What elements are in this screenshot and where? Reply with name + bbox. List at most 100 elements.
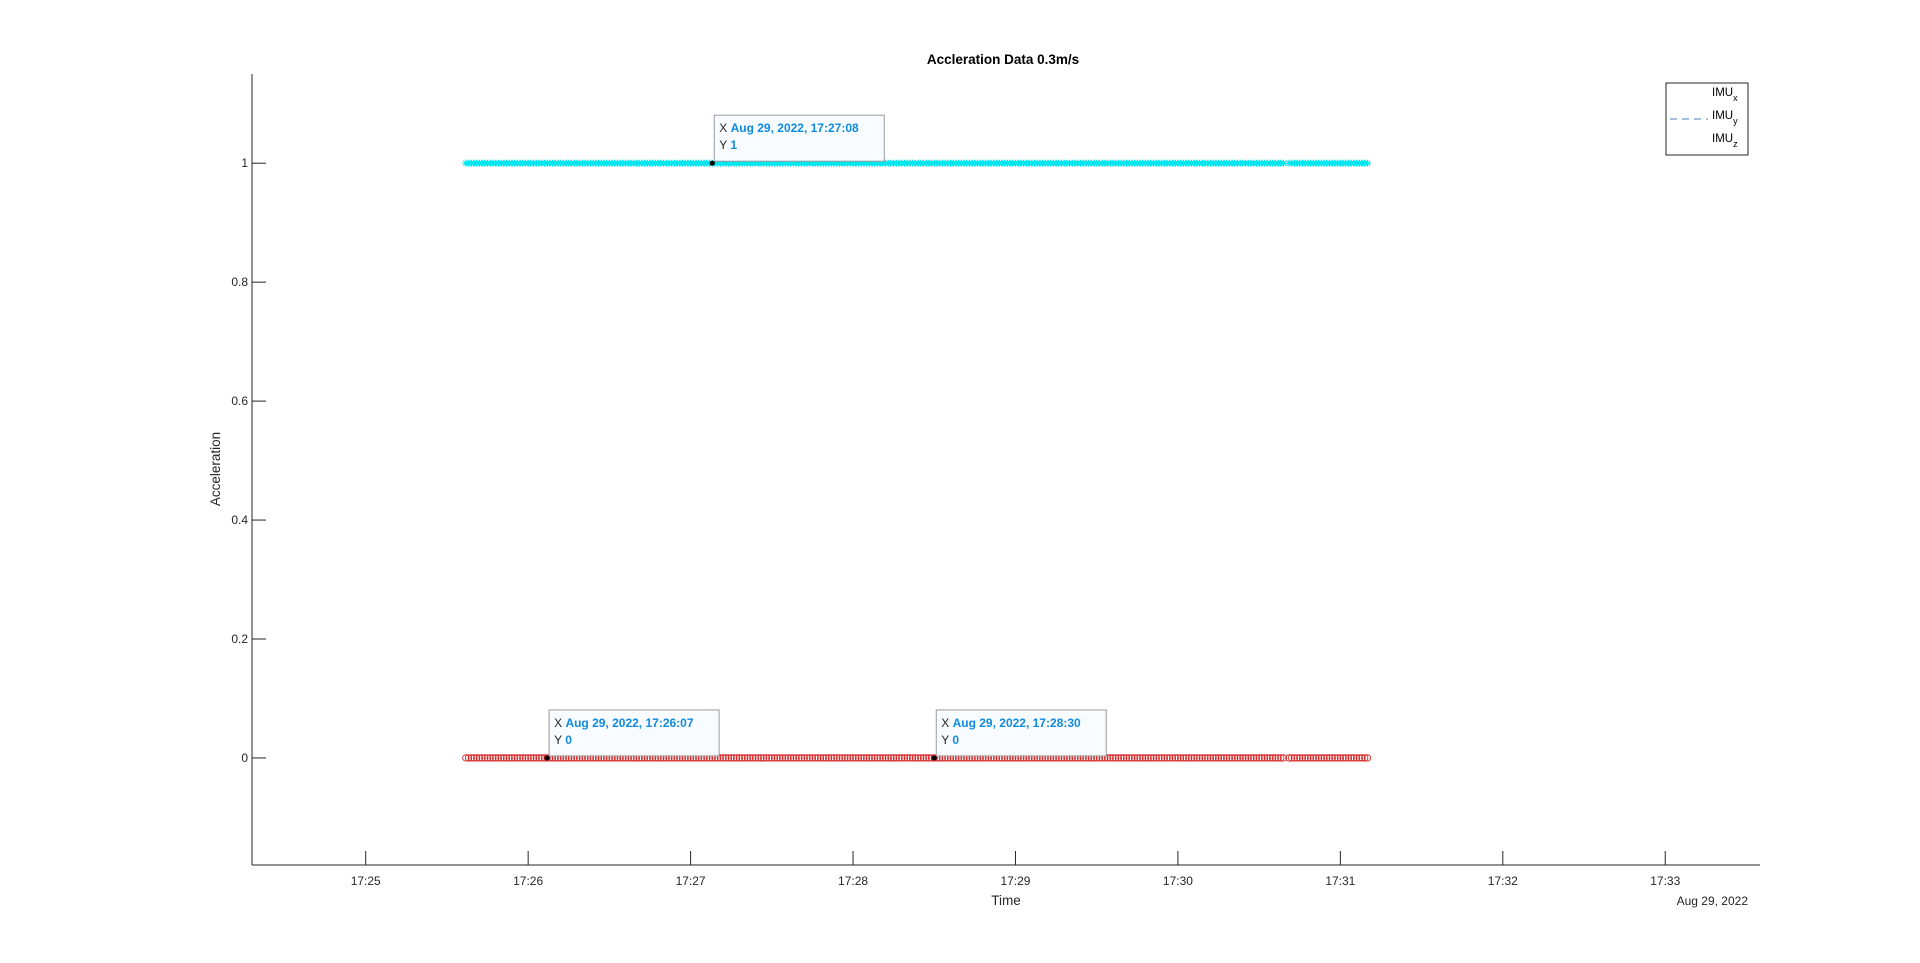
- data-point-imu-x: [1306, 754, 1315, 762]
- data-point-imu-x: [751, 754, 760, 762]
- data-point-imu-x: [871, 754, 879, 762]
- data-point-imu-x: [1336, 754, 1345, 762]
- data-point-imu-x: [738, 754, 746, 762]
- data-point-imu-x: [1293, 754, 1301, 762]
- data-point-imu-x: [1331, 754, 1339, 762]
- data-point-imu-x: [1350, 754, 1358, 762]
- data-point-imu-x: [900, 754, 909, 762]
- data-point-imu-x: [1149, 754, 1158, 762]
- datatip-marker: [931, 755, 937, 761]
- data-point-imu-x: [762, 754, 771, 762]
- legend-label-subscript: x: [1733, 93, 1738, 103]
- data-point-imu-x: [1317, 754, 1326, 762]
- data-point-imu-x: [792, 754, 800, 762]
- data-point-imu-x: [803, 754, 811, 762]
- data-point-imu-x: [1214, 754, 1223, 762]
- datatip-box: [548, 709, 720, 757]
- data-point-imu-x: [524, 754, 532, 762]
- data-point-imu-x: [1122, 754, 1131, 762]
- data-point-imu-x: [843, 754, 852, 762]
- data-point-imu-x: [1128, 754, 1136, 762]
- x-tick-label: 17:33: [1650, 874, 1680, 888]
- data-point-imu-x: [919, 754, 928, 762]
- datatip-x-label: X: [719, 121, 730, 135]
- data-point-imu-x: [724, 754, 733, 762]
- data-point-imu-x: [865, 754, 873, 762]
- legend-label-subscript: z: [1733, 139, 1738, 149]
- data-point-imu-x: [835, 754, 844, 762]
- data-point-imu-x: [1320, 754, 1328, 762]
- data-point-imu-x: [1155, 754, 1163, 762]
- legend-item-imu-z[interactable]: IMUz: [1712, 133, 1738, 149]
- data-point-imu-x: [486, 754, 494, 762]
- data-point-imu-x: [833, 754, 841, 762]
- x-axis-label: Time: [991, 893, 1021, 908]
- data-point-imu-x: [1277, 754, 1285, 762]
- data-point-imu-x: [732, 754, 741, 762]
- datatip[interactable]: X Aug 29, 2022, 17:28:30Y 0: [931, 709, 1107, 761]
- data-point-imu-x: [876, 754, 884, 762]
- data-point-imu-x: [773, 754, 781, 762]
- data-point-imu-x: [800, 754, 808, 762]
- data-point-imu-x: [464, 754, 473, 762]
- data-point-imu-x: [1158, 754, 1166, 762]
- data-point-imu-x: [1195, 754, 1204, 762]
- data-point-imu-x: [854, 754, 863, 762]
- data-point-imu-x: [1109, 754, 1117, 762]
- data-point-imu-x: [1147, 754, 1155, 762]
- data-point-imu-x: [811, 754, 819, 762]
- data-point-imu-x: [873, 754, 882, 762]
- legend-item-imu-y[interactable]: IMUy: [1670, 110, 1738, 126]
- data-point-imu-x: [492, 754, 500, 762]
- data-point-imu-x: [852, 754, 860, 762]
- data-point-imu-x: [1263, 754, 1271, 762]
- data-point-imu-x: [860, 754, 868, 762]
- y-tick-label: 0.8: [231, 275, 248, 289]
- datatip[interactable]: X Aug 29, 2022, 17:26:07Y 0: [544, 709, 720, 761]
- data-point-imu-x: [1290, 754, 1298, 762]
- data-point-imu-x: [519, 754, 527, 762]
- data-point-imu-x: [1201, 754, 1209, 762]
- datatip[interactable]: X Aug 29, 2022, 17:27:08Y 1: [709, 114, 885, 166]
- y-tick-label: 0.4: [231, 513, 248, 527]
- datatip-x-value: Aug 29, 2022, 17:27:08: [731, 121, 859, 135]
- legend-label: IMUy: [1712, 110, 1738, 126]
- data-point-imu-x: [849, 754, 857, 762]
- data-point-imu-x: [1193, 754, 1201, 762]
- data-point-imu-x: [1182, 754, 1190, 762]
- x-tick-label: 17:25: [351, 874, 381, 888]
- data-point-imu-x: [1125, 754, 1133, 762]
- legend-label: IMUx: [1712, 87, 1738, 103]
- data-point-imu-x: [806, 754, 814, 762]
- data-point-imu-x: [1241, 754, 1250, 762]
- datatip-y-label: Y: [719, 138, 730, 152]
- data-point-imu-z: [1363, 159, 1372, 167]
- data-point-imu-x: [1260, 754, 1269, 762]
- legend[interactable]: IMUx IMUy IMUz: [1665, 82, 1749, 156]
- legend-item-imu-x[interactable]: IMUx: [1712, 87, 1738, 103]
- data-point-imu-x: [1185, 754, 1193, 762]
- datatip-box: [713, 114, 885, 162]
- data-point-imu-x: [895, 754, 903, 762]
- data-point-imu-x: [757, 754, 765, 762]
- data-point-imu-x: [819, 754, 827, 762]
- data-point-imu-x: [1269, 754, 1277, 762]
- data-point-imu-x: [808, 754, 817, 762]
- data-point-imu-x: [1287, 754, 1296, 762]
- data-point-imu-x: [719, 754, 727, 762]
- data-point-imu-x: [889, 754, 898, 762]
- data-point-imu-x: [868, 754, 876, 762]
- data-point-imu-z: [1279, 159, 1288, 167]
- data-point-imu-x: [1139, 754, 1147, 762]
- data-point-imu-x: [797, 754, 806, 762]
- datatip-box: [935, 709, 1107, 757]
- data-point-imu-x: [481, 754, 489, 762]
- data-point-imu-x: [730, 754, 738, 762]
- data-point-imu-x: [1233, 754, 1242, 762]
- data-point-imu-x: [914, 754, 922, 762]
- legend-label-subscript: y: [1733, 116, 1738, 126]
- data-point-imu-x: [513, 754, 521, 762]
- y-tick-label: 0: [241, 751, 248, 765]
- data-point-imu-x: [768, 754, 776, 762]
